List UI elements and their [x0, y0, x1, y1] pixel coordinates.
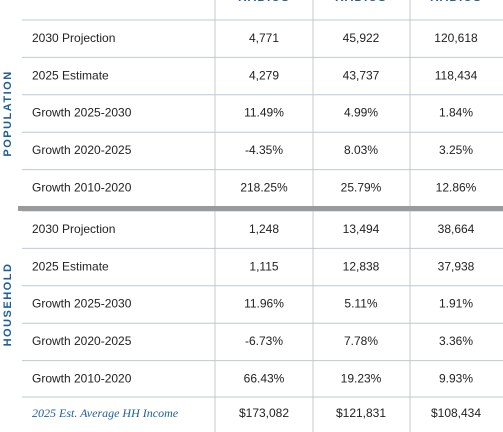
cell-value: 120,618 [434, 31, 478, 45]
row-label: Growth 2010-2020 [32, 371, 132, 385]
column-header: RADIUS [335, 0, 387, 4]
section-label: POPULATION [2, 70, 14, 156]
row-label: Growth 2010-2020 [32, 180, 132, 194]
cell-value: 38,664 [438, 222, 475, 236]
cell-value: 13,494 [343, 222, 380, 236]
cell-value: 25.79% [341, 180, 382, 194]
cell-value: 1.91% [439, 297, 473, 311]
row-label: Growth 2025-2030 [32, 297, 132, 311]
cell-value: 12.86% [436, 180, 477, 194]
cell-value: 66.43% [244, 371, 285, 385]
cell-value: 8.03% [344, 143, 378, 157]
row-label: 2025 Estimate [32, 68, 109, 82]
cell-value: 37,938 [438, 259, 475, 273]
column-header: RADIUS [238, 0, 290, 4]
row-label: Growth 2020-2025 [32, 143, 132, 157]
cell-value: 11.49% [244, 106, 284, 120]
cell-value: 3.25% [439, 143, 473, 157]
cell-value: 118,434 [435, 68, 478, 82]
cell-value: 1,248 [249, 222, 279, 236]
cell-value: 218.25% [240, 180, 288, 194]
row-label: Growth 2025-2030 [32, 106, 132, 120]
section-label: HOUSEHOLD [2, 263, 14, 347]
cell-value: 1.84% [439, 106, 473, 120]
cell-value: 45,922 [343, 31, 380, 45]
cell-value: -6.73% [245, 334, 283, 348]
row-label: 2030 Projection [32, 31, 115, 45]
cell-value: 12,838 [343, 259, 380, 273]
income-value: $108,434 [431, 406, 481, 420]
income-label: 2025 Est. Average HH Income [32, 406, 179, 420]
cell-value: 4,279 [249, 68, 279, 82]
cell-value: 5.11% [344, 297, 377, 311]
cell-value: 19.23% [341, 371, 382, 385]
income-value: $121,831 [336, 406, 386, 420]
cell-value: 4.99% [344, 106, 378, 120]
cell-value: 11.96% [244, 297, 284, 311]
cell-value: 7.78% [344, 334, 378, 348]
cell-value: 43,737 [343, 68, 380, 82]
cell-value: -4.35% [245, 143, 283, 157]
section-divider [18, 206, 503, 211]
cell-value: 9.93% [439, 371, 473, 385]
cell-value: 3.36% [439, 334, 473, 348]
cell-value: 1,115 [249, 259, 278, 273]
row-label: Growth 2020-2025 [32, 334, 132, 348]
cell-value: 4,771 [249, 31, 279, 45]
row-label: 2025 Estimate [32, 259, 109, 273]
row-label: 2030 Projection [32, 222, 115, 236]
income-value: $173,082 [239, 406, 289, 420]
column-header: RADIUS [430, 0, 482, 4]
